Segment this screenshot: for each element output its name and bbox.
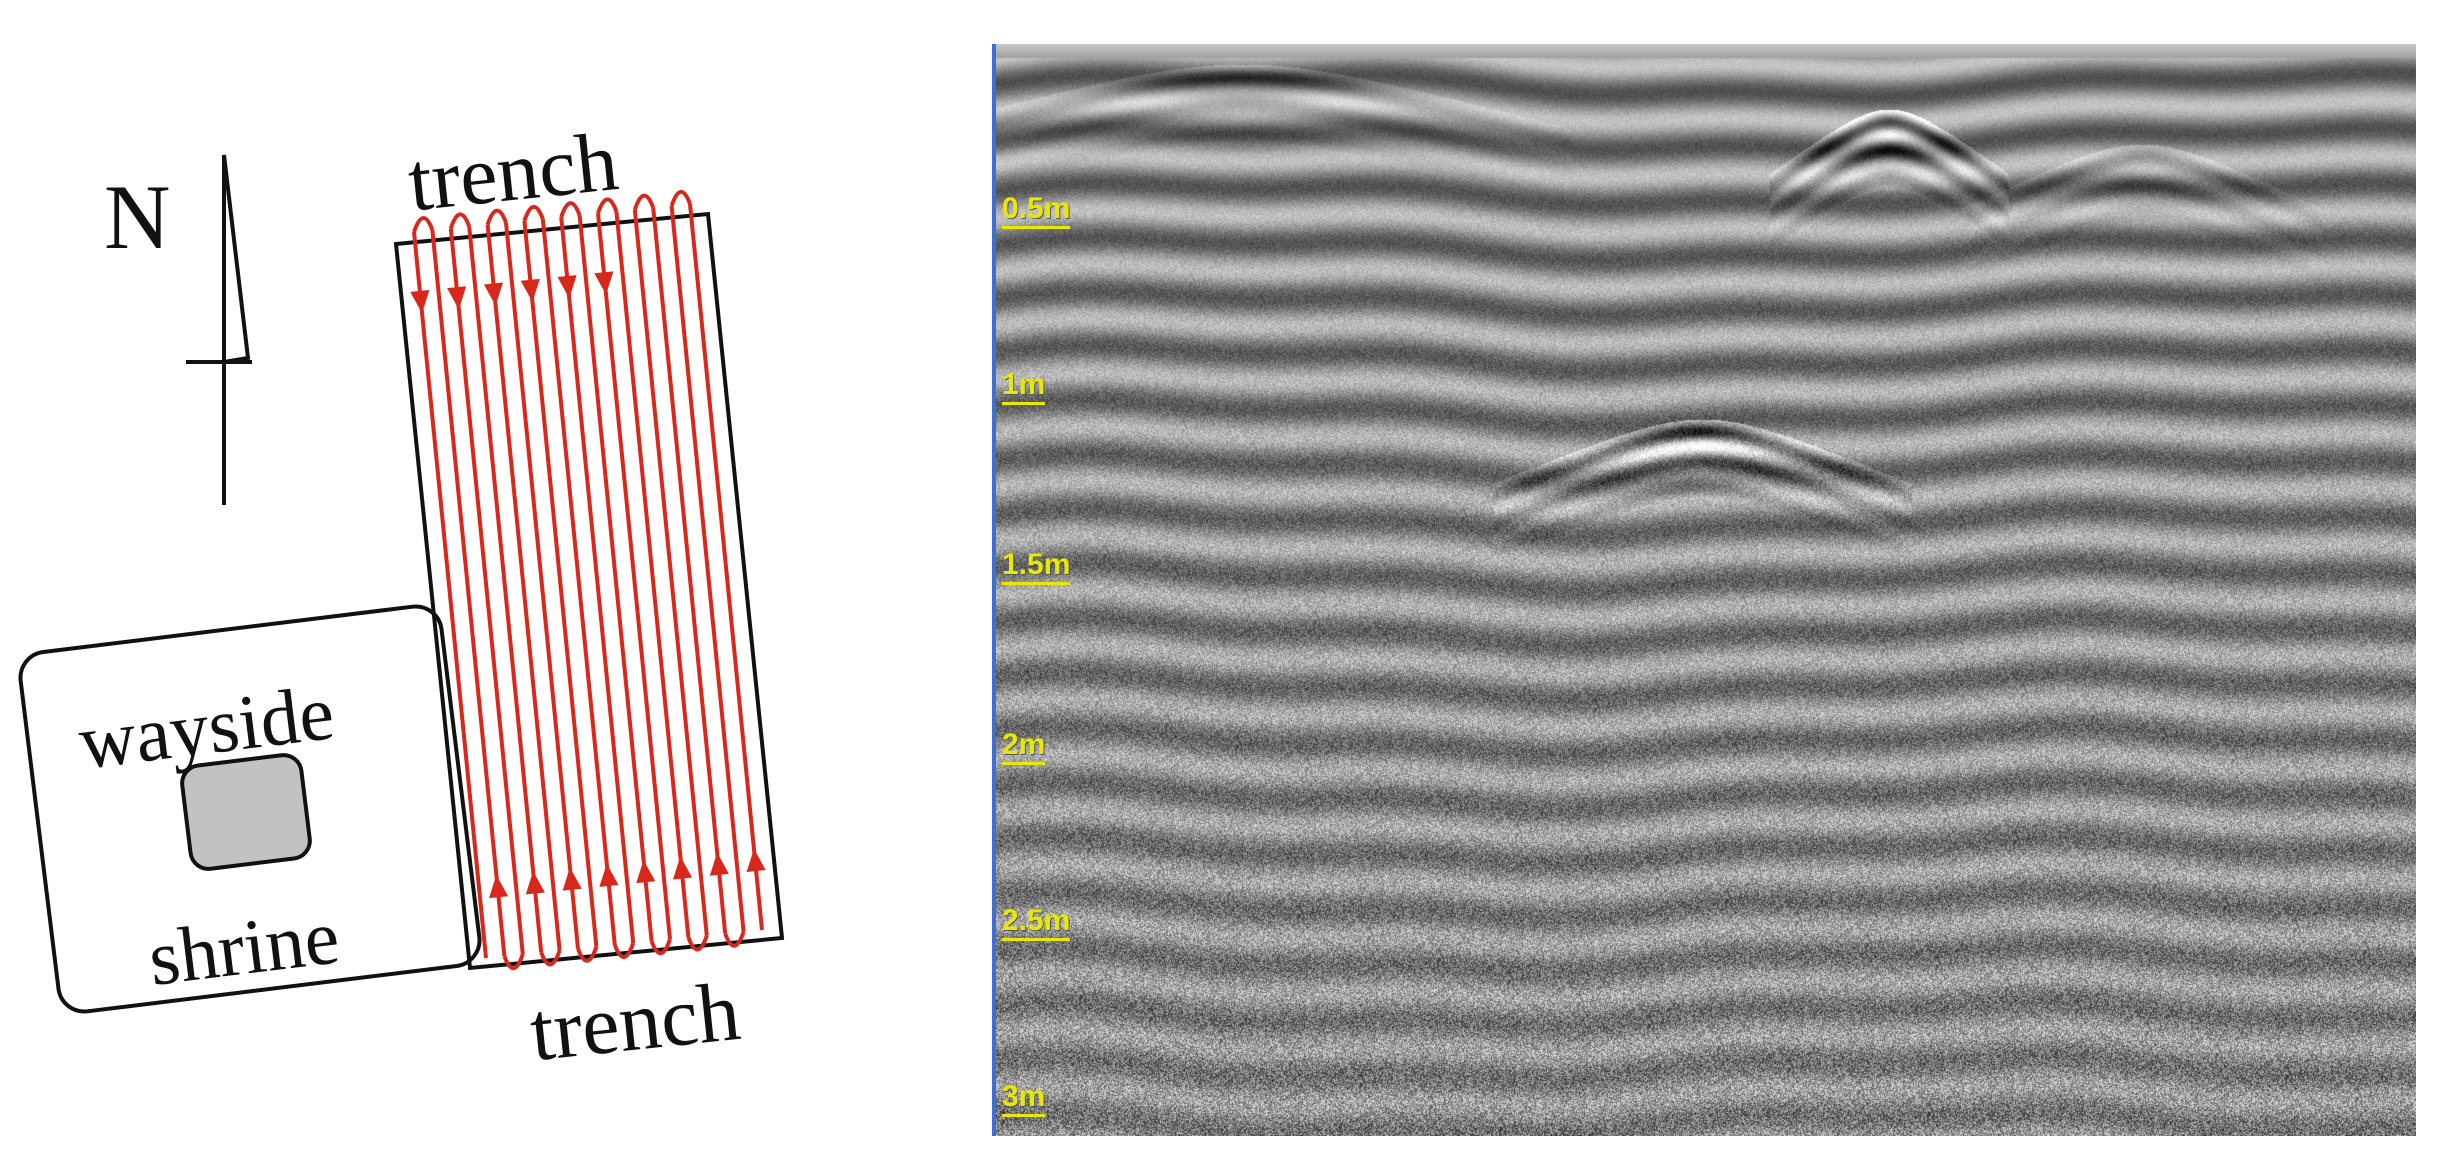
profile-line [614, 211, 691, 938]
direction-arrow-up [746, 848, 766, 872]
depth-label: 2.5m [1002, 906, 1071, 941]
direction-arrow-up [709, 852, 729, 876]
direction-arrow-up [636, 859, 656, 884]
depth-label: 3m [1002, 1082, 1046, 1117]
profile-line [540, 218, 617, 946]
profile-turn [502, 953, 525, 971]
direction-arrow-up [599, 863, 619, 887]
direction-arrow-down [520, 278, 540, 303]
profile-line [430, 229, 507, 957]
profile-line [522, 220, 599, 947]
profile-lines [410, 189, 766, 971]
direction-arrow-up [525, 871, 545, 895]
depth-label: 2m [1002, 730, 1046, 765]
profile-turn [559, 201, 582, 218]
profile-line [688, 203, 764, 931]
shrine-marker [180, 753, 312, 871]
radargram-image [992, 44, 2416, 1136]
profile-line [669, 205, 746, 933]
profile-turn [669, 189, 692, 207]
depth-label: 0.5m [1002, 194, 1071, 229]
profile-line [448, 228, 525, 955]
profile-turn [612, 942, 636, 959]
profile-turn [539, 949, 562, 967]
profile-turn [576, 946, 599, 963]
profile-line [504, 222, 580, 949]
profile-line [485, 224, 562, 951]
profile-turn [485, 208, 508, 226]
direction-arrow-down [410, 290, 430, 314]
profile-turn [412, 216, 435, 233]
profile-line [412, 231, 488, 959]
profile-turn [686, 934, 709, 952]
survey-area-outline [393, 211, 785, 971]
trench-top-label: trench [404, 115, 622, 229]
profile-turn [649, 938, 672, 956]
direction-arrow-up [672, 856, 693, 880]
profile-line [577, 215, 654, 942]
depth-label: 1.5m [1002, 550, 1071, 585]
direction-arrow-down [447, 286, 467, 310]
direction-arrow-up [488, 874, 509, 899]
profile-turn [596, 197, 619, 215]
north-label: N [104, 166, 170, 268]
profile-line [651, 207, 728, 934]
depth-label: 1m [1002, 370, 1046, 405]
trench-bottom-label: trench [526, 965, 744, 1079]
gpr-radargram: 0.5m 1m 1.5m 2m 2.5m 3m [992, 44, 2416, 1136]
north-arrow [186, 154, 252, 505]
profile-line [559, 216, 636, 944]
direction-arrow-down [483, 282, 504, 306]
profile-line [467, 226, 544, 953]
profile-turn [448, 212, 472, 229]
survey-sketch: N wayside shrine trench trench [18, 115, 785, 1079]
profile-line [596, 213, 672, 940]
profile-turn [723, 931, 746, 948]
direction-arrow-up [562, 867, 582, 891]
profile-turn [522, 204, 545, 222]
direction-arrow-down [594, 271, 614, 295]
radargram-axis-line [992, 44, 996, 1136]
direction-arrow-down [557, 275, 577, 299]
profile-turn [632, 193, 656, 211]
profile-line [632, 209, 709, 936]
